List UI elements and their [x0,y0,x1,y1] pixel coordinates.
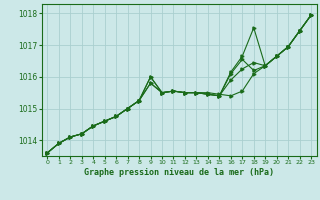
X-axis label: Graphe pression niveau de la mer (hPa): Graphe pression niveau de la mer (hPa) [84,168,274,177]
